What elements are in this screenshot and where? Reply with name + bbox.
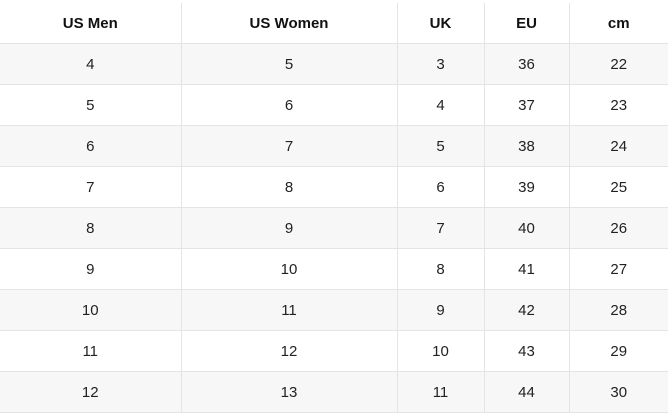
header-row: US Men US Women UK EU cm — [0, 3, 668, 44]
cell-us-men: 4 — [0, 43, 182, 85]
cell-eu: 36 — [483, 43, 570, 85]
table-row: 4 5 3 36 22 — [0, 43, 668, 85]
cell-us-men: 8 — [0, 207, 182, 249]
cell-uk: 8 — [396, 248, 485, 290]
cell-uk: 6 — [396, 166, 485, 208]
cell-us-women: 12 — [180, 330, 398, 372]
cell-uk: 4 — [396, 84, 485, 126]
cell-eu: 43 — [483, 330, 570, 372]
cell-us-men: 6 — [0, 125, 182, 167]
cell-uk: 9 — [396, 289, 485, 331]
cell-us-women: 5 — [180, 43, 398, 85]
cell-us-men: 9 — [0, 248, 182, 290]
header-cm: cm — [568, 3, 668, 44]
cell-cm: 24 — [568, 125, 668, 167]
cell-us-men: 12 — [0, 371, 182, 413]
cell-us-women: 8 — [180, 166, 398, 208]
cell-us-men: 5 — [0, 84, 182, 126]
header-uk: UK — [396, 3, 485, 44]
table-row: 6 7 5 38 24 — [0, 125, 668, 167]
cell-us-women: 10 — [180, 248, 398, 290]
cell-eu: 37 — [483, 84, 570, 126]
cell-us-women: 9 — [180, 207, 398, 249]
cell-uk: 3 — [396, 43, 485, 85]
cell-cm: 22 — [568, 43, 668, 85]
cell-eu: 44 — [483, 371, 570, 413]
cell-uk: 7 — [396, 207, 485, 249]
table-row: 9 10 8 41 27 — [0, 248, 668, 290]
cell-us-women: 11 — [180, 289, 398, 331]
header-us-men: US Men — [0, 3, 182, 44]
cell-eu: 41 — [483, 248, 570, 290]
cell-cm: 25 — [568, 166, 668, 208]
table-row: 12 13 11 44 30 — [0, 371, 668, 413]
cell-us-men: 11 — [0, 330, 182, 372]
cell-us-women: 7 — [180, 125, 398, 167]
table-header: US Men US Women UK EU cm — [0, 3, 668, 44]
size-chart-table: US Men US Women UK EU cm 4 5 3 36 22 5 6… — [0, 3, 668, 413]
cell-cm: 23 — [568, 84, 668, 126]
cell-us-women: 13 — [180, 371, 398, 413]
cell-us-men: 10 — [0, 289, 182, 331]
table-row: 7 8 6 39 25 — [0, 166, 668, 208]
table-row: 8 9 7 40 26 — [0, 207, 668, 249]
cell-uk: 5 — [396, 125, 485, 167]
table-row: 11 12 10 43 29 — [0, 330, 668, 372]
cell-eu: 42 — [483, 289, 570, 331]
cell-eu: 40 — [483, 207, 570, 249]
cell-cm: 27 — [568, 248, 668, 290]
cell-cm: 29 — [568, 330, 668, 372]
cell-us-men: 7 — [0, 166, 182, 208]
table-body: 4 5 3 36 22 5 6 4 37 23 6 7 5 38 24 7 8 … — [0, 43, 668, 413]
cell-cm: 26 — [568, 207, 668, 249]
cell-cm: 28 — [568, 289, 668, 331]
cell-cm: 30 — [568, 371, 668, 413]
cell-uk: 11 — [396, 371, 485, 413]
cell-uk: 10 — [396, 330, 485, 372]
cell-us-women: 6 — [180, 84, 398, 126]
table-row: 5 6 4 37 23 — [0, 84, 668, 126]
header-eu: EU — [483, 3, 570, 44]
header-us-women: US Women — [180, 3, 398, 44]
cell-eu: 38 — [483, 125, 570, 167]
cell-eu: 39 — [483, 166, 570, 208]
table-row: 10 11 9 42 28 — [0, 289, 668, 331]
